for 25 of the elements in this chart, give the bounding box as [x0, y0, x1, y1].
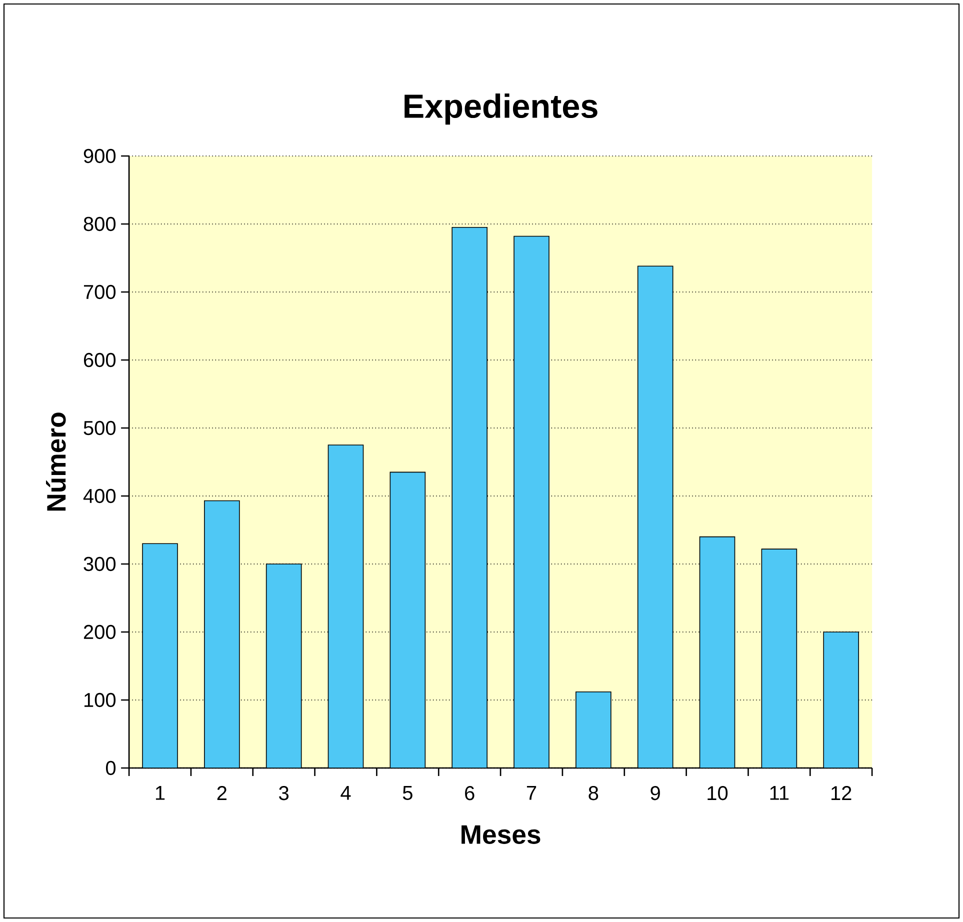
x-tick-label: 4 — [340, 786, 351, 800]
x-axis-title: Meses — [462, 825, 540, 844]
x-tick-label: 12 — [831, 786, 852, 800]
x-tick-label: 11 — [770, 786, 789, 800]
x-tick-label: 9 — [650, 786, 660, 800]
chart-title: Expedientes — [404, 94, 598, 125]
y-tick-label: 700 — [84, 284, 116, 300]
x-tick-label: 6 — [465, 786, 474, 800]
y-tick-label: 600 — [84, 352, 116, 368]
y-tick-label: 800 — [84, 216, 116, 232]
y-axis-title: Número — [46, 412, 66, 511]
x-tick-label: 3 — [279, 786, 289, 800]
y-tick-label: 100 — [84, 692, 116, 708]
x-tick-label: 8 — [588, 786, 598, 800]
x-tick-label: 1 — [156, 786, 165, 800]
y-tick-label: 0 — [106, 760, 116, 776]
x-tick-label: 2 — [217, 786, 226, 800]
y-tick-label: 900 — [84, 148, 116, 164]
y-tick-label: 200 — [84, 624, 116, 640]
y-tick-label: 500 — [84, 420, 116, 436]
x-tick-label: 10 — [708, 786, 728, 800]
x-tick-label: 7 — [526, 786, 536, 800]
y-tick-label: 400 — [83, 488, 116, 504]
y-tick-label: 300 — [84, 556, 116, 572]
x-tick-label: 5 — [402, 786, 412, 800]
